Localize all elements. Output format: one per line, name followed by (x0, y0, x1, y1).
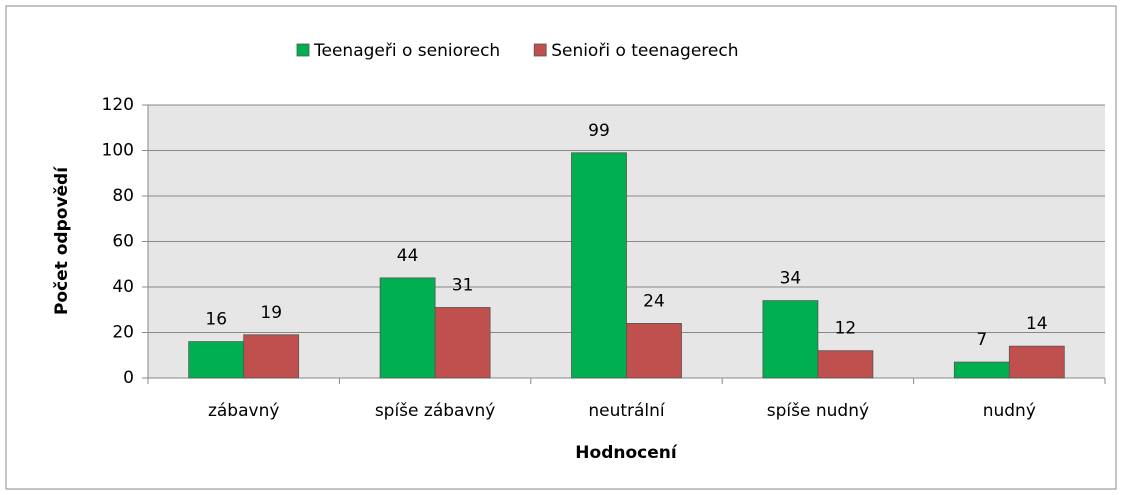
bar (434, 307, 491, 379)
bar (626, 322, 682, 379)
legend-swatch (533, 43, 547, 57)
legend-label: Senioři o teenagerech (551, 41, 738, 61)
data-label: 34 (780, 269, 802, 289)
bar (953, 361, 1010, 379)
y-tick-label: 60 (112, 232, 134, 252)
y-tick-label: 120 (102, 95, 134, 115)
y-tick-label: 20 (112, 323, 134, 343)
x-tick-label: nudný (983, 401, 1036, 421)
bar (379, 277, 436, 379)
y-axis-title: Počet odpovědí (52, 166, 72, 315)
y-tick-label: 0 (123, 368, 134, 388)
data-label: 12 (835, 319, 857, 339)
legend-label: Teenageři o seniorech (313, 41, 500, 61)
legend-swatch (296, 43, 310, 57)
x-tick-label: zábavný (208, 401, 279, 421)
data-label: 7 (976, 330, 987, 350)
data-label: 24 (643, 291, 665, 311)
data-label: 99 (588, 121, 610, 141)
bar (571, 152, 627, 379)
y-tick-label: 40 (112, 277, 134, 297)
data-label: 14 (1026, 314, 1048, 334)
x-tick-label: spíše nudný (767, 401, 869, 421)
data-label: 31 (452, 275, 474, 295)
bar (817, 350, 874, 379)
data-label: 16 (205, 310, 227, 330)
x-tick-label: neutrální (588, 401, 666, 421)
bar (1008, 345, 1065, 379)
y-tick-label: 80 (112, 186, 134, 206)
data-label: 44 (397, 246, 419, 266)
x-axis-title: Hodnocení (575, 443, 678, 463)
x-tick-label: spíše zábavný (375, 401, 496, 421)
bar (243, 334, 300, 379)
data-label: 19 (260, 303, 282, 323)
y-tick-label: 100 (102, 141, 134, 161)
bar (188, 341, 245, 379)
bar (762, 300, 819, 379)
